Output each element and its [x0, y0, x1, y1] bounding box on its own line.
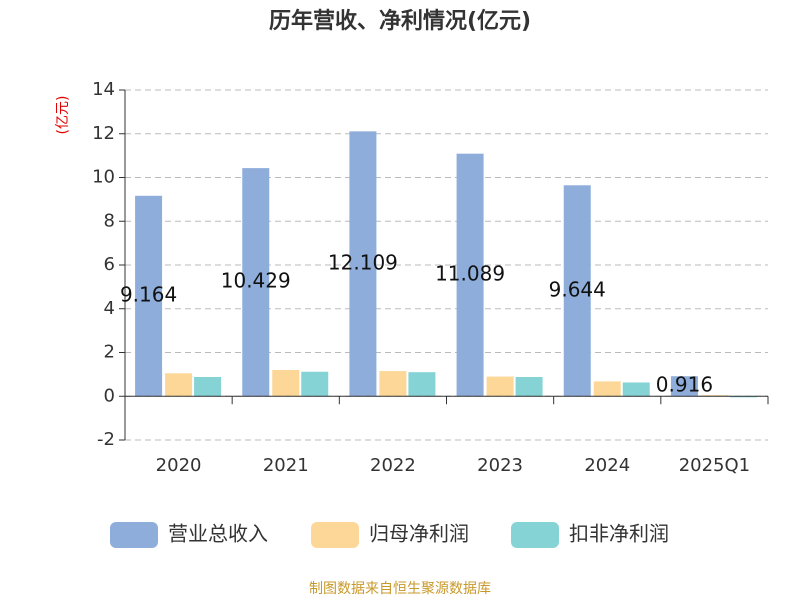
- x-tick-label: 2021: [263, 455, 309, 476]
- bar: [349, 131, 377, 397]
- y-axis-label: (亿元): [55, 96, 71, 135]
- legend-swatch: [110, 522, 158, 548]
- bar: [165, 373, 193, 397]
- y-tick-label: 0: [104, 385, 115, 406]
- bar: [456, 153, 484, 397]
- bar: [242, 168, 270, 397]
- bar: [135, 195, 163, 397]
- y-tick-label: 8: [104, 210, 115, 231]
- y-tick-label: 10: [92, 167, 115, 188]
- data-label: 11.089: [435, 261, 505, 285]
- bar: [301, 371, 329, 397]
- y-tick-label: 12: [92, 123, 115, 144]
- bar: [622, 382, 650, 397]
- x-tick-label: 2022: [370, 455, 416, 476]
- y-tick-label: 6: [104, 254, 115, 275]
- data-label: 12.109: [328, 250, 398, 274]
- legend-label: 扣非净利润: [569, 522, 669, 546]
- bar: [408, 372, 436, 397]
- source-note: 制图数据来自恒生聚源数据库: [309, 581, 491, 597]
- bar: [272, 370, 300, 397]
- chart-title: 历年营收、净利情况(亿元): [269, 8, 531, 34]
- legend-label: 归母净利润: [369, 522, 469, 546]
- y-tick-label: 4: [104, 298, 115, 319]
- bar: [700, 395, 728, 397]
- y-tick-label: -2: [97, 429, 115, 450]
- bar: [379, 371, 407, 397]
- bar: [563, 185, 591, 397]
- legend-label: 营业总收入: [168, 522, 268, 546]
- bar: [486, 376, 514, 397]
- x-tick-label: 2023: [477, 455, 523, 476]
- data-label: 0.916: [656, 373, 713, 397]
- x-tick-label: 2024: [584, 455, 630, 476]
- bar: [729, 396, 757, 398]
- bar: [194, 377, 222, 397]
- y-tick-label: 14: [92, 79, 115, 100]
- data-label: 9.644: [549, 277, 606, 301]
- legend-swatch: [311, 522, 359, 548]
- x-tick-label: 2020: [156, 455, 202, 476]
- data-label: 9.164: [120, 283, 177, 307]
- data-label: 10.429: [221, 269, 291, 293]
- bar: [593, 381, 621, 397]
- legend-swatch: [511, 522, 559, 548]
- x-tick-label: 2025Q1: [679, 455, 750, 476]
- y-tick-label: 2: [104, 342, 115, 363]
- bar: [670, 376, 698, 397]
- bar: [515, 377, 543, 397]
